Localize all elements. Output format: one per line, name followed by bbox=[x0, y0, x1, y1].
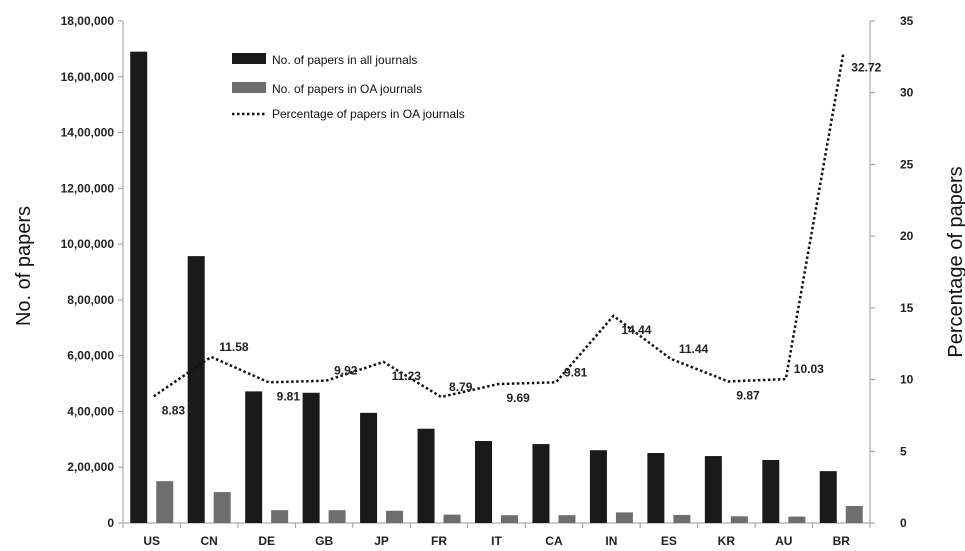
x-tick-label: IN bbox=[605, 534, 617, 548]
y-tick-label: 16,00,000 bbox=[61, 70, 115, 84]
y2-tick-label: 0 bbox=[900, 516, 907, 530]
percentage-data-label: 11.23 bbox=[392, 369, 422, 383]
x-tick-label: DE bbox=[258, 534, 275, 548]
bar-oa-journals bbox=[730, 516, 748, 523]
percentage-data-label: 14.44 bbox=[621, 323, 651, 337]
y-tick-label: 2,00,000 bbox=[67, 460, 114, 474]
bar-all-journals bbox=[762, 459, 780, 523]
y2-axis-title: Percentage of papers bbox=[945, 166, 965, 357]
bar-all-journals bbox=[417, 428, 435, 523]
x-tick-label: FR bbox=[431, 534, 447, 548]
y-tick-label: 6,00,000 bbox=[67, 349, 114, 363]
y2-tick-label: 20 bbox=[900, 229, 914, 243]
percentage-data-label: 10.03 bbox=[794, 362, 824, 376]
bar-oa-journals bbox=[443, 514, 461, 523]
legend: No. of papers in all journals No. of pape… bbox=[232, 53, 465, 121]
y-tick-label: 14,00,000 bbox=[61, 126, 115, 140]
percentage-data-label: 9.81 bbox=[564, 365, 588, 379]
bar-all-journals bbox=[589, 450, 607, 523]
bar-oa-journals bbox=[386, 510, 404, 523]
data-labels: 8.83 11.58 9.81 9.92 11.23 8.79 9.69 9.81 14.44 1… bbox=[162, 61, 882, 418]
y-tick-label: 4,00,000 bbox=[67, 404, 114, 418]
bar-all-journals bbox=[475, 441, 492, 523]
y2-tick-label: 15 bbox=[900, 301, 914, 315]
x-tick-label: AU bbox=[775, 534, 792, 548]
percentage-data-label: 32.72 bbox=[851, 61, 881, 75]
x-tick-label: ES bbox=[661, 534, 677, 548]
x-tick-label: BR bbox=[833, 534, 851, 548]
percentage-data-label: 9.81 bbox=[277, 389, 301, 403]
bar-all-journals bbox=[302, 392, 320, 523]
x-tick-label: CA bbox=[545, 534, 563, 548]
percentage-line bbox=[153, 53, 845, 399]
legend-swatch-oa-journals bbox=[232, 82, 266, 93]
x-tick-label: CN bbox=[201, 534, 218, 548]
bar-oa-journals bbox=[558, 515, 576, 523]
bar-oa-journals bbox=[501, 515, 518, 523]
percentage-data-label: 8.83 bbox=[162, 403, 186, 417]
legend-label: Percentage of papers in OA journals bbox=[272, 107, 465, 121]
y2-tick-label: 5 bbox=[900, 444, 907, 458]
bar-all-journals bbox=[704, 456, 722, 523]
bar-oa-journals bbox=[615, 512, 633, 523]
y2-tick-label: 30 bbox=[900, 86, 914, 100]
x-tick-label: IT bbox=[491, 534, 502, 548]
y-tick-label: 8,00,000 bbox=[67, 293, 114, 307]
y-tick-label: 10,00,000 bbox=[61, 237, 115, 251]
percentage-data-label: 9.69 bbox=[507, 391, 531, 405]
percentage-data-label: 9.92 bbox=[334, 364, 358, 378]
y2-tick-label: 10 bbox=[900, 373, 914, 387]
percentage-data-label: 9.87 bbox=[736, 388, 760, 402]
percentage-data-label: 8.79 bbox=[449, 380, 473, 394]
bar-oa-journals bbox=[271, 510, 289, 523]
x-tick-label: GB bbox=[315, 534, 333, 548]
bar-all-journals bbox=[130, 51, 148, 524]
y-tick-label: 18,00,000 bbox=[61, 14, 115, 28]
bar-oa-journals bbox=[788, 516, 806, 523]
bar-oa-journals bbox=[213, 492, 231, 523]
bars bbox=[130, 51, 863, 524]
bar-oa-journals bbox=[328, 510, 346, 523]
legend-label: No. of papers in OA journals bbox=[272, 82, 422, 96]
legend-label: No. of papers in all journals bbox=[272, 53, 417, 67]
bar-all-journals bbox=[245, 391, 263, 523]
y-tick-label: 0 bbox=[107, 516, 114, 530]
bar-all-journals bbox=[187, 256, 205, 523]
legend-swatch-all-journals bbox=[232, 53, 266, 64]
x-tick-label: US bbox=[143, 534, 160, 548]
percentage-series-line bbox=[153, 53, 845, 399]
bar-all-journals bbox=[647, 452, 665, 523]
axes: 0 2,00,000 4,00,000 6,00,000 8,00,000 10,00,0… bbox=[61, 14, 914, 548]
x-tick-label: JP bbox=[374, 534, 389, 548]
x-tick-label: KR bbox=[718, 534, 736, 548]
bar-oa-journals bbox=[845, 505, 863, 523]
percentage-data-label: 11.44 bbox=[679, 342, 709, 356]
y2-tick-label: 25 bbox=[900, 157, 914, 171]
y-tick-label: 12,00,000 bbox=[61, 181, 115, 195]
percentage-data-label: 11.58 bbox=[219, 340, 249, 354]
y2-tick-label: 35 bbox=[900, 14, 914, 28]
bar-all-journals bbox=[819, 471, 837, 523]
bar-all-journals bbox=[532, 444, 550, 523]
bar-oa-journals bbox=[673, 514, 691, 523]
y-axis-title: No. of papers bbox=[13, 206, 35, 326]
bar-all-journals bbox=[360, 412, 378, 523]
bar-oa-journals bbox=[156, 481, 174, 523]
